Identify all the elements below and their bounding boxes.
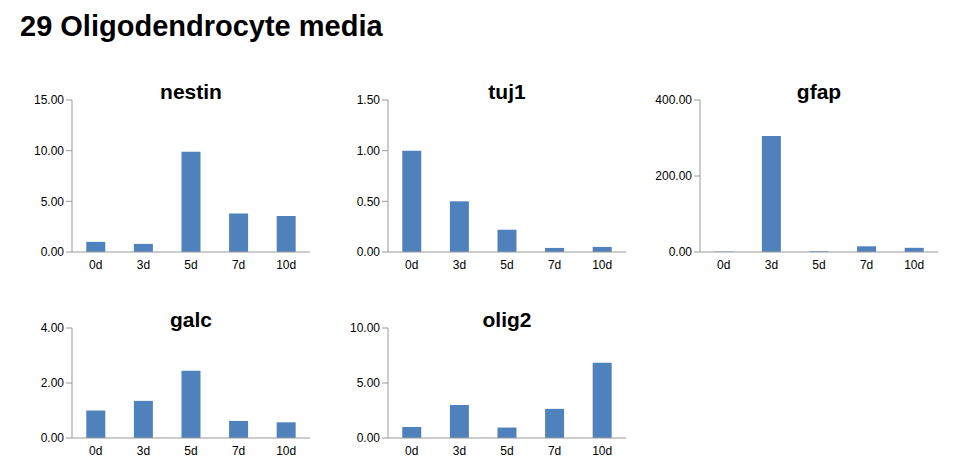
svg-text:3d: 3d <box>453 258 466 272</box>
svg-text:0.00: 0.00 <box>41 431 65 445</box>
svg-text:7d: 7d <box>548 444 561 458</box>
svg-text:3d: 3d <box>137 444 150 458</box>
html-text:tuj1: tuj1 <box>488 80 526 103</box>
svg-text:5d: 5d <box>500 258 513 272</box>
svg-text:0d: 0d <box>89 258 102 272</box>
svg-text:7d: 7d <box>232 258 245 272</box>
svg-text:0.00: 0.00 <box>669 245 693 259</box>
svg-text:0.00: 0.00 <box>41 245 65 259</box>
svg-text:0d: 0d <box>89 444 102 458</box>
html-text:gfap: gfap <box>796 80 842 103</box>
svg-text:400.00: 400.00 <box>655 93 692 107</box>
svg-text:7d: 7d <box>232 444 245 458</box>
svg-text:5.00: 5.00 <box>41 195 65 209</box>
svg-text:10d: 10d <box>276 444 296 458</box>
svg-text:3d: 3d <box>453 444 466 458</box>
svg-text:0d: 0d <box>717 258 730 272</box>
svg-text:2.00: 2.00 <box>41 376 65 390</box>
svg-text:4.00: 4.00 <box>41 321 65 335</box>
svg-text:10d: 10d <box>592 444 612 458</box>
svg-text:5d: 5d <box>812 258 825 272</box>
svg-text:10.00: 10.00 <box>34 144 64 158</box>
svg-text:5.00: 5.00 <box>357 376 381 390</box>
svg-text:1.50: 1.50 <box>357 93 381 107</box>
svg-text:0d: 0d <box>405 444 418 458</box>
svg-text:3d: 3d <box>765 258 778 272</box>
svg-text:10d: 10d <box>592 258 612 272</box>
svg-text:10.00: 10.00 <box>350 321 380 335</box>
svg-text:0.00: 0.00 <box>357 431 381 445</box>
svg-text:0.00: 0.00 <box>357 245 381 259</box>
svg-text:1.00: 1.00 <box>357 144 381 158</box>
svg-text:5d: 5d <box>500 444 513 458</box>
html-text:galc: galc <box>170 308 212 331</box>
svg-text:0.50: 0.50 <box>357 195 381 209</box>
html-text:nestin: nestin <box>160 80 222 103</box>
svg-text:200.00: 200.00 <box>655 169 692 183</box>
svg-text:7d: 7d <box>548 258 561 272</box>
svg-text:0d: 0d <box>405 258 418 272</box>
html-text:olig2: olig2 <box>482 308 532 331</box>
svg-text:10d: 10d <box>904 258 924 272</box>
svg-text:5d: 5d <box>184 258 197 272</box>
svg-text:3d: 3d <box>137 258 150 272</box>
html-text:29 Oligodendrocyte media: 29 Oligodendrocyte media <box>20 10 383 42</box>
svg-text:5d: 5d <box>184 444 197 458</box>
svg-text:10d: 10d <box>276 258 296 272</box>
svg-text:15.00: 15.00 <box>34 93 64 107</box>
svg-text:7d: 7d <box>860 258 873 272</box>
